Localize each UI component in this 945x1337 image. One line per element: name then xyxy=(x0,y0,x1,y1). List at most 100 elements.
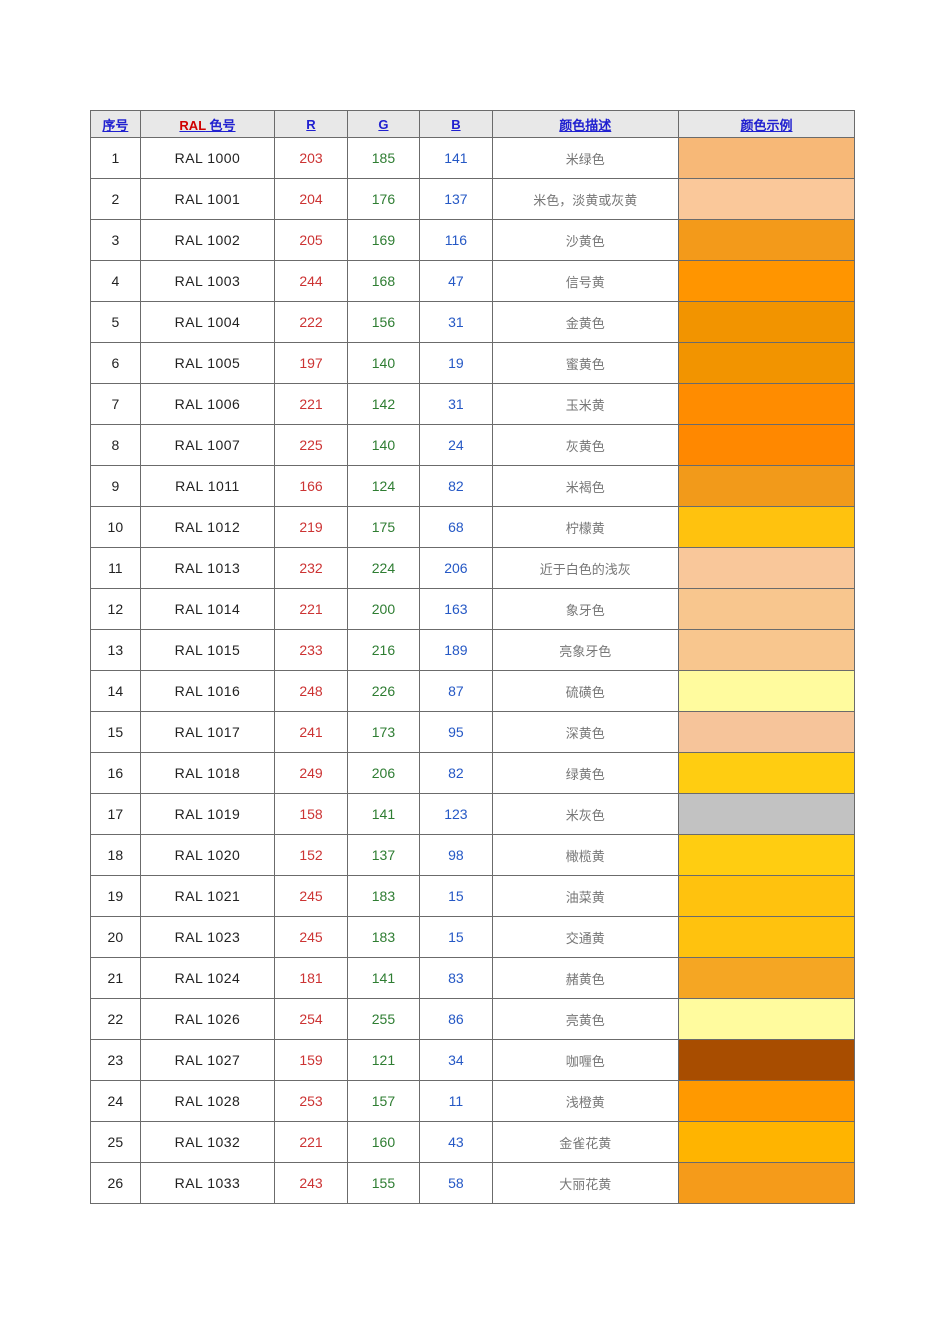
cell-idx: 25 xyxy=(91,1122,141,1163)
cell-b: 24 xyxy=(420,425,492,466)
cell-idx: 26 xyxy=(91,1163,141,1204)
table-row: 21RAL 102418114183赭黄色 xyxy=(91,958,855,999)
cell-r: 204 xyxy=(275,179,347,220)
header-ral-prefix: RAL xyxy=(179,118,205,133)
cell-b: 15 xyxy=(420,917,492,958)
cell-b: 43 xyxy=(420,1122,492,1163)
cell-desc: 大丽花黄 xyxy=(492,1163,678,1204)
table-row: 13RAL 1015233216189亮象牙色 xyxy=(91,630,855,671)
cell-g: 175 xyxy=(347,507,419,548)
cell-ral: RAL 1001 xyxy=(140,179,275,220)
cell-ral: RAL 1017 xyxy=(140,712,275,753)
cell-r: 221 xyxy=(275,384,347,425)
cell-ral: RAL 1003 xyxy=(140,261,275,302)
cell-b: 68 xyxy=(420,507,492,548)
table-row: 1RAL 1000203185141米绿色 xyxy=(91,138,855,179)
cell-r: 203 xyxy=(275,138,347,179)
cell-desc: 金黄色 xyxy=(492,302,678,343)
cell-ral: RAL 1021 xyxy=(140,876,275,917)
cell-desc: 油菜黄 xyxy=(492,876,678,917)
header-desc: 颜色描述 xyxy=(492,111,678,138)
cell-swatch xyxy=(678,712,854,753)
table-row: 12RAL 1014221200163象牙色 xyxy=(91,589,855,630)
cell-swatch xyxy=(678,425,854,466)
cell-r: 225 xyxy=(275,425,347,466)
cell-swatch xyxy=(678,1163,854,1204)
cell-b: 163 xyxy=(420,589,492,630)
cell-ral: RAL 1016 xyxy=(140,671,275,712)
cell-b: 11 xyxy=(420,1081,492,1122)
table-row: 9RAL 101116612482米褐色 xyxy=(91,466,855,507)
cell-idx: 8 xyxy=(91,425,141,466)
cell-swatch xyxy=(678,384,854,425)
cell-desc: 深黄色 xyxy=(492,712,678,753)
cell-b: 95 xyxy=(420,712,492,753)
table-row: 14RAL 101624822687硫磺色 xyxy=(91,671,855,712)
table-row: 7RAL 100622114231玉米黄 xyxy=(91,384,855,425)
cell-r: 181 xyxy=(275,958,347,999)
cell-swatch xyxy=(678,671,854,712)
cell-b: 15 xyxy=(420,876,492,917)
cell-desc: 灰黄色 xyxy=(492,425,678,466)
cell-b: 58 xyxy=(420,1163,492,1204)
cell-b: 82 xyxy=(420,753,492,794)
cell-ral: RAL 1014 xyxy=(140,589,275,630)
cell-idx: 24 xyxy=(91,1081,141,1122)
cell-ral: RAL 1033 xyxy=(140,1163,275,1204)
cell-ral: RAL 1005 xyxy=(140,343,275,384)
table-row: 6RAL 100519714019蜜黄色 xyxy=(91,343,855,384)
table-row: 16RAL 101824920682绿黄色 xyxy=(91,753,855,794)
cell-ral: RAL 1028 xyxy=(140,1081,275,1122)
cell-r: 159 xyxy=(275,1040,347,1081)
cell-g: 155 xyxy=(347,1163,419,1204)
cell-g: 169 xyxy=(347,220,419,261)
cell-swatch xyxy=(678,876,854,917)
cell-ral: RAL 1019 xyxy=(140,794,275,835)
table-row: 18RAL 102015213798橄榄黄 xyxy=(91,835,855,876)
cell-g: 124 xyxy=(347,466,419,507)
cell-desc: 象牙色 xyxy=(492,589,678,630)
header-r: R xyxy=(275,111,347,138)
table-row: 22RAL 102625425586亮黄色 xyxy=(91,999,855,1040)
cell-g: 185 xyxy=(347,138,419,179)
cell-b: 86 xyxy=(420,999,492,1040)
cell-r: 219 xyxy=(275,507,347,548)
cell-g: 255 xyxy=(347,999,419,1040)
cell-g: 141 xyxy=(347,958,419,999)
cell-r: 232 xyxy=(275,548,347,589)
cell-g: 173 xyxy=(347,712,419,753)
table-row: 20RAL 102324518315交通黄 xyxy=(91,917,855,958)
cell-idx: 6 xyxy=(91,343,141,384)
cell-swatch xyxy=(678,917,854,958)
cell-ral: RAL 1012 xyxy=(140,507,275,548)
cell-idx: 13 xyxy=(91,630,141,671)
cell-g: 176 xyxy=(347,179,419,220)
table-row: 17RAL 1019158141123米灰色 xyxy=(91,794,855,835)
cell-swatch xyxy=(678,466,854,507)
cell-b: 34 xyxy=(420,1040,492,1081)
cell-ral: RAL 1006 xyxy=(140,384,275,425)
page: 序号 RAL 色号 R G B 颜色描述 颜色示例 1RAL 100020318… xyxy=(0,0,945,1264)
cell-idx: 7 xyxy=(91,384,141,425)
cell-r: 152 xyxy=(275,835,347,876)
cell-b: 31 xyxy=(420,384,492,425)
cell-ral: RAL 1000 xyxy=(140,138,275,179)
cell-ral: RAL 1015 xyxy=(140,630,275,671)
cell-b: 87 xyxy=(420,671,492,712)
table-row: 3RAL 1002205169116沙黄色 xyxy=(91,220,855,261)
cell-desc: 柠檬黄 xyxy=(492,507,678,548)
cell-desc: 玉米黄 xyxy=(492,384,678,425)
cell-idx: 18 xyxy=(91,835,141,876)
cell-g: 121 xyxy=(347,1040,419,1081)
cell-desc: 赭黄色 xyxy=(492,958,678,999)
cell-desc: 金雀花黄 xyxy=(492,1122,678,1163)
cell-swatch xyxy=(678,958,854,999)
cell-g: 137 xyxy=(347,835,419,876)
table-row: 10RAL 101221917568柠檬黄 xyxy=(91,507,855,548)
table-row: 4RAL 100324416847信号黄 xyxy=(91,261,855,302)
cell-g: 224 xyxy=(347,548,419,589)
cell-ral: RAL 1032 xyxy=(140,1122,275,1163)
cell-ral: RAL 1023 xyxy=(140,917,275,958)
cell-ral: RAL 1027 xyxy=(140,1040,275,1081)
cell-swatch xyxy=(678,999,854,1040)
